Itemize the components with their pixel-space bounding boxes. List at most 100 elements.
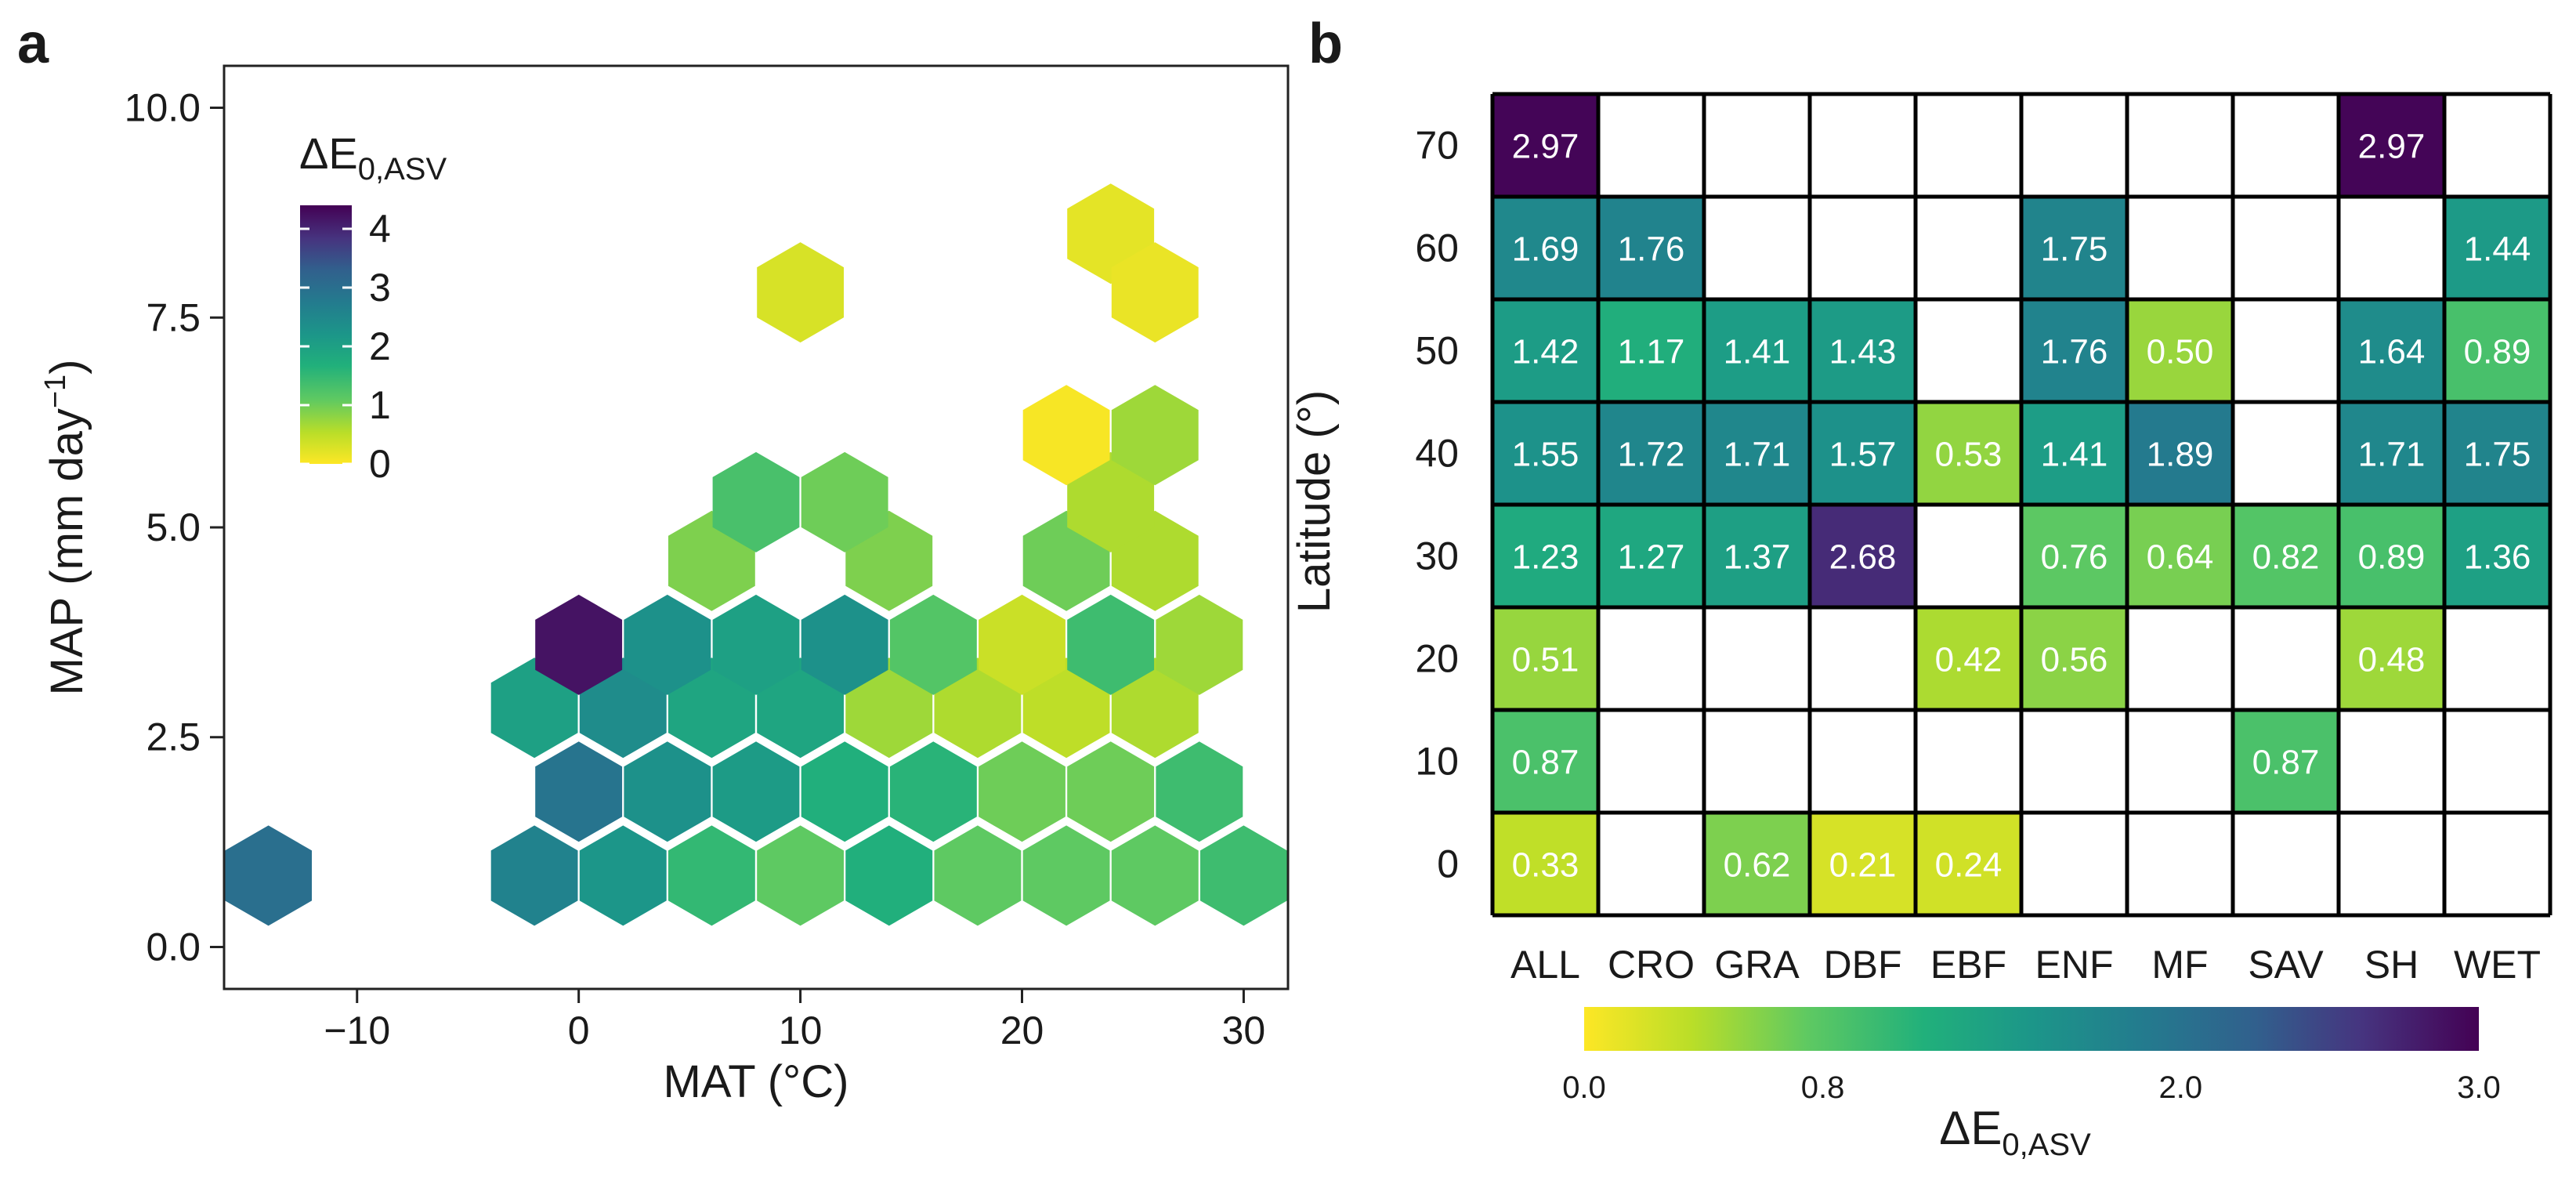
heatmap-cell	[2021, 94, 2127, 197]
y-axis-a: 0.0 2.5 5.0 7.5 10.0	[125, 86, 224, 969]
x-tick-label-b: SAV	[2248, 943, 2324, 987]
heatmap-cell	[2127, 710, 2233, 813]
heatmap-cell-label: 0.64	[2147, 538, 2214, 577]
heatmap-cell	[1492, 607, 1598, 710]
heatmap-cell	[1916, 607, 2021, 710]
legend-tick-label-a: 1	[369, 383, 391, 427]
hexbin-cell	[579, 825, 667, 926]
heatmap-cell	[2233, 505, 2339, 607]
legend-ticks-a: 0 1 2 3 4	[300, 207, 391, 486]
y-tick-label-b: 0	[1437, 842, 1459, 886]
heatmap-cell-label: 1.75	[2041, 230, 2108, 269]
hexbin-cell	[757, 657, 844, 759]
hexbin-cell	[1022, 657, 1110, 759]
heatmap-cell	[1598, 607, 1704, 710]
heatmap-cell-label: 1.41	[2041, 436, 2108, 474]
hexbin-cell	[1067, 451, 1155, 552]
heatmap-cell-label: 0.33	[1512, 846, 1579, 885]
colorbar-title-b-sub: 0,ASV	[2002, 1128, 2091, 1162]
heatmap-cell	[1916, 402, 2021, 505]
heatmap-cell-label: 1.72	[1618, 436, 1685, 474]
heatmap-cell	[2339, 299, 2444, 402]
x-axis-title-a: MAT (°C)	[664, 1056, 849, 1107]
y-tick-label-a: 10.0	[125, 86, 201, 130]
heatmap-cell	[1598, 299, 1704, 402]
legend-tick-label-a: 4	[369, 207, 391, 251]
hexbin-cell	[712, 741, 800, 842]
heatmap-cell	[1492, 813, 1598, 915]
heatmap-cell	[2233, 710, 2339, 813]
x-tick-label-b: SH	[2364, 943, 2419, 987]
panel-a-hexbin-chart: −10 0 10 20 30 0.02.55.07.510.0 MAT (°C) MAP…	[39, 64, 1290, 1107]
heatmap-cell	[1492, 197, 1598, 299]
hexbin-cell	[979, 741, 1065, 842]
legend-tick-label-a: 3	[369, 266, 391, 310]
heatmap-cell	[2127, 402, 2233, 505]
heatmap-cell-label: 1.17	[1618, 333, 1685, 371]
heatmap-cell	[2127, 197, 2233, 299]
y-axis-title-a-main: MAP (mm day	[42, 408, 92, 695]
hexbin-cell	[845, 657, 933, 759]
panel-letter-a: a	[17, 13, 49, 75]
heatmap-cell	[1810, 505, 1916, 607]
y-tick-label-a: 7.5	[146, 295, 201, 339]
heatmap-cell	[1810, 813, 1916, 915]
heatmap-cell-label: 1.55	[1512, 436, 1579, 474]
heatmap-cell	[1598, 505, 1704, 607]
heatmap-cell	[2127, 94, 2233, 197]
colorbar-tick-label-b: 2.0	[2159, 1070, 2203, 1105]
hexbin-cell	[1200, 825, 1287, 926]
heatmap-cell	[1492, 299, 1598, 402]
heatmap-cell	[1598, 94, 1704, 197]
heatmap-cell-label: 0.89	[2358, 538, 2426, 577]
x-tick-label-b: GRA	[1714, 943, 1800, 987]
hexbin-cell	[668, 657, 755, 759]
x-tick-label-b: MF	[2151, 943, 2208, 987]
heatmap-cell-label: 0.24	[1935, 846, 2003, 885]
heatmap-cell	[2444, 197, 2550, 299]
x-tick-label-a: 20	[1000, 1009, 1044, 1052]
heatmap-cell	[2444, 505, 2550, 607]
heatmap-cell	[1810, 197, 1916, 299]
heatmap-cell-label: 1.37	[1724, 538, 1791, 577]
heatmap-cell	[1810, 607, 1916, 710]
heatmap-cell	[1810, 94, 1916, 197]
heatmap-cell	[1704, 299, 1810, 402]
heatmap-cell	[2339, 607, 2444, 710]
x-tick-label-b: EBF	[1930, 943, 2006, 987]
hexbin-cell	[624, 741, 711, 842]
heatmap-cell-label: 1.44	[2464, 230, 2531, 269]
heatmap-cell	[1704, 813, 1810, 915]
heatmap-cell	[2339, 813, 2444, 915]
x-axis-a: −10 0 10 20 30	[324, 989, 1265, 1052]
x-tick-label-b: ALL	[1511, 943, 1580, 987]
y-tick-label-b: 50	[1415, 329, 1459, 373]
heatmap-cell-label: 1.57	[1829, 436, 1897, 474]
hexbin-cell	[1111, 385, 1199, 486]
hexbin-cell	[712, 594, 800, 695]
heatmap-cell-label: 1.23	[1512, 538, 1579, 577]
heatmap-cell-label: 2.97	[1512, 128, 1579, 166]
heatmap-cell-label: 0.51	[1512, 641, 1579, 679]
heatmap-cell	[1916, 710, 2021, 813]
hexbin-cell	[1067, 741, 1155, 842]
heatmap-cell-label: 0.56	[2041, 641, 2108, 679]
heatmap-cell	[2233, 402, 2339, 505]
panel-letter-b: b	[1308, 13, 1343, 75]
hexbin-cell	[845, 825, 933, 926]
heatmap-cell	[2127, 813, 2233, 915]
heatmap-cell	[2233, 299, 2339, 402]
hexbin-cell	[889, 594, 977, 695]
heatmap-cell	[2127, 505, 2233, 607]
colorbar-tick-label-b: 0.8	[1801, 1070, 1845, 1105]
heatmap-cell-label: 1.41	[1724, 333, 1791, 371]
hexbin-cell	[579, 657, 667, 759]
heatmap-cell	[2021, 813, 2127, 915]
y-tick-label-b: 70	[1415, 124, 1459, 168]
x-axis-b: ALL CRO GRA DBF EBF ENF MF SAV SH WET	[1511, 943, 2541, 987]
heatmap-cell	[1598, 813, 1704, 915]
x-tick-label-a: 10	[779, 1009, 823, 1052]
heatmap-cell	[1704, 607, 1810, 710]
heatmap-cell-label: 1.76	[1618, 230, 1685, 269]
heatmap-cell	[1704, 197, 1810, 299]
